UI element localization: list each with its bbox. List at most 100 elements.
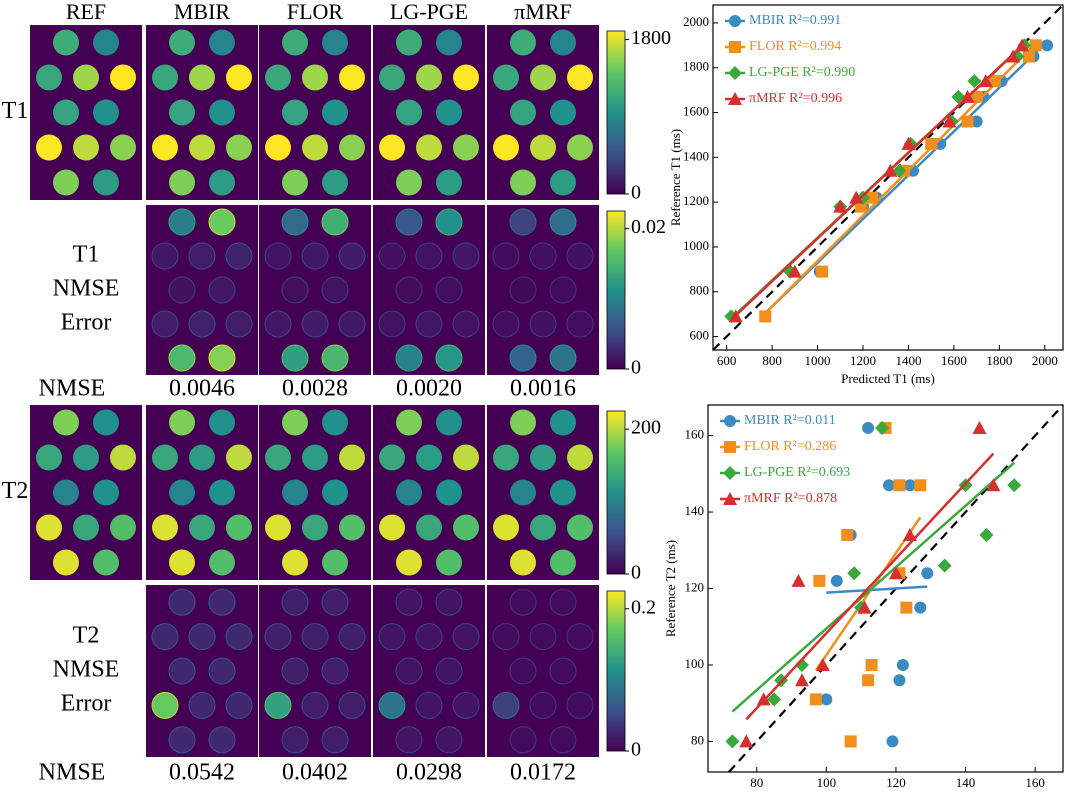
phantom-vial [189,134,215,161]
nmse-value: 0.0016 [510,376,576,402]
x-axis-label: Predicted T2 (ms) [839,793,933,796]
point [888,566,903,580]
nmse-value: 0.0402 [282,760,348,786]
phantom-vial [321,208,349,236]
point [787,264,802,278]
phantom-vial [152,64,178,91]
y-tick-label: 140 [685,503,705,518]
point [875,420,890,435]
point [849,190,864,204]
phantom-vial [302,444,328,471]
x-tick-label: 100 [817,775,837,790]
phantom-vial [453,514,479,541]
x-tick-label: 1000 [805,353,831,368]
x-tick-label: 1400 [895,353,921,368]
phantom-vial [549,276,577,304]
phantom-vial [509,657,537,685]
fit-line [731,461,1016,713]
point [830,574,843,587]
phantom-vial [452,623,480,651]
fit-line [734,44,1023,317]
phantom-vial [396,29,422,56]
point [978,74,993,88]
image-panel [259,25,371,200]
phantom-vial [301,310,329,338]
point [767,692,782,707]
phantom-vial [321,588,349,616]
phantom-vial [338,310,366,338]
phantom-vial [110,64,136,91]
phantom-vial [529,242,557,270]
phantom-vial [452,242,480,270]
phantom-vial [301,623,329,651]
phantom-vial [395,276,423,304]
colorbar [606,410,626,575]
colorbar-label: 0 [631,739,641,761]
phantom-vial [168,344,196,372]
phantom-vial [93,99,119,126]
phantom-vial [436,29,462,56]
phantom-vial [567,514,593,541]
point [728,66,742,80]
phantom-vial [264,310,292,338]
point [739,734,754,748]
phantom-vial [282,409,308,436]
y-tick-label: 1000 [683,238,709,253]
phantom-vial [188,310,216,338]
phantom-vial [209,169,235,196]
phantom-vial [550,29,576,56]
point [1006,49,1020,63]
phantom-vial [416,444,442,471]
phantom-vial [36,444,62,471]
phantom-vial [492,242,520,270]
point [1022,50,1035,63]
phantom-vial [301,691,329,719]
point [724,441,736,453]
row-label: T1 [2,98,29,124]
phantom-vial [168,657,196,685]
nmse-value: 0.0298 [396,760,462,786]
x-tick-label: 80 [750,775,763,790]
point [820,693,833,706]
x-tick-label: 160 [1025,775,1045,790]
point [960,89,975,103]
point [844,735,857,748]
phantom-vial [281,657,309,685]
image-panel [146,205,258,375]
point [865,658,878,671]
phantom-vial [53,479,79,506]
phantom-vial [151,310,179,338]
phantom-vial [169,549,195,576]
phantom-vial [436,99,462,126]
column-header: LG-PGE [390,0,468,24]
phantom-vial [168,588,196,616]
phantom-vial [416,64,442,91]
phantom-vial [209,479,235,506]
phantom-vial [110,134,136,161]
phantom-vial [169,479,195,506]
column-header: πMRF [514,0,572,24]
phantom-vial [493,134,519,161]
phantom-vial [530,134,556,161]
phantom-vial [435,208,463,236]
colorbar [606,210,626,370]
x-tick-label: 800 [762,353,782,368]
image-panel [487,25,599,200]
phantom-vial [322,549,348,576]
point [725,734,740,749]
legend-label: LG-PGE R²=0.693 [744,465,850,480]
phantom-vial [208,726,236,754]
phantom-vial [281,588,309,616]
image-panel [373,585,485,757]
image-panel [259,405,371,580]
nmse-label: NMSE [39,760,106,786]
point [914,479,927,492]
phantom-vial [415,242,443,270]
phantom-vial [338,691,366,719]
phantom-vial [169,29,195,56]
phantom-vial [378,310,406,338]
point [882,479,895,492]
point [833,199,848,213]
phantom-vial [226,514,252,541]
phantom-vial [322,479,348,506]
